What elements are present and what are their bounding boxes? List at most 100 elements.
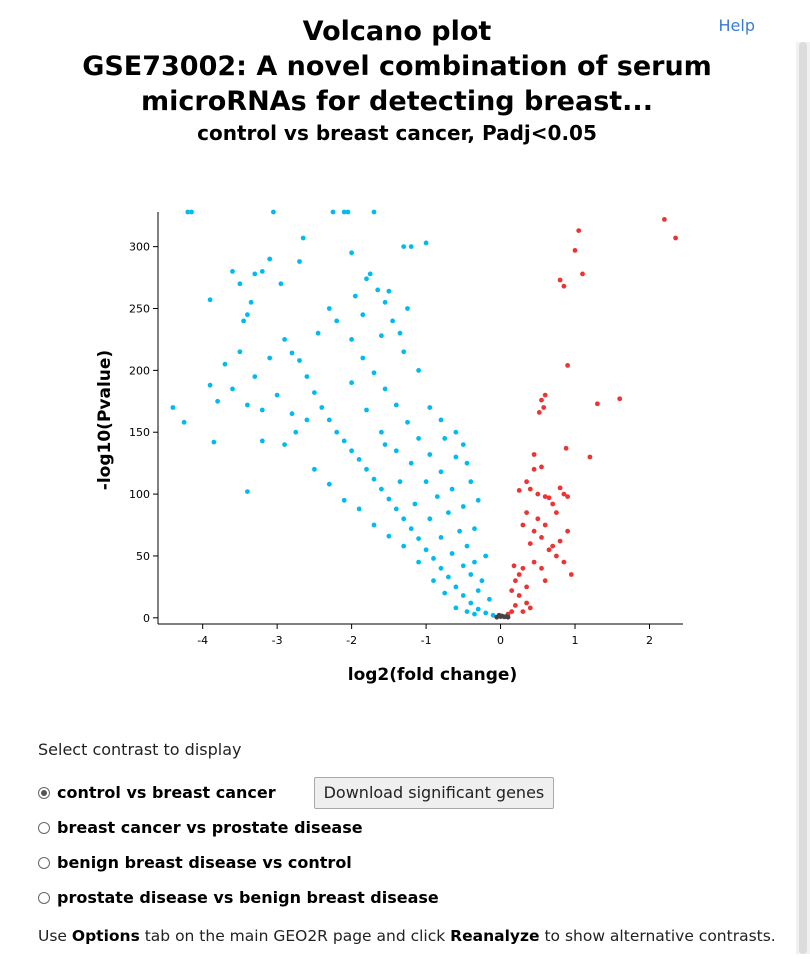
point-down <box>405 306 410 311</box>
point-down <box>416 536 421 541</box>
point-down <box>207 382 213 388</box>
note-options: Options <box>71 927 140 945</box>
point-up <box>524 600 529 606</box>
contrast-radio[interactable] <box>38 786 50 799</box>
point-up <box>511 563 517 569</box>
point-up <box>542 494 548 499</box>
point-up <box>516 488 522 493</box>
point-down <box>393 448 399 454</box>
point-down <box>304 374 310 379</box>
y-tick-label: 200 <box>129 364 150 377</box>
point-down <box>416 368 421 373</box>
point-up <box>563 445 569 451</box>
point-up <box>565 363 570 368</box>
vertical-scrollbar[interactable] <box>796 42 810 954</box>
point-down <box>438 565 444 571</box>
select-contrast-label: Select contrast to display <box>38 740 242 759</box>
point-down <box>472 559 477 565</box>
point-up <box>531 466 537 472</box>
contrast-option-label: prostate disease vs benign breast diseas… <box>57 888 439 907</box>
point-down <box>352 293 358 299</box>
contrast-radio[interactable] <box>38 891 50 904</box>
point-down <box>427 516 433 522</box>
contrast-option-0[interactable]: control vs breast cancer Download signifi… <box>38 775 778 810</box>
contrast-radio-list: control vs breast cancer Download signifi… <box>38 775 778 915</box>
x-tick-label: -4 <box>197 634 208 647</box>
point-down <box>334 429 340 435</box>
point-down <box>330 209 336 215</box>
point-down <box>245 402 250 408</box>
point-down <box>345 209 351 215</box>
point-down <box>181 419 187 425</box>
point-up <box>542 522 548 528</box>
point-down <box>367 271 373 277</box>
y-tick-label: 100 <box>129 488 150 501</box>
point-down <box>312 390 317 395</box>
point-down <box>487 596 492 602</box>
point-down <box>282 337 287 342</box>
point-down <box>230 386 235 392</box>
point-up <box>561 283 567 289</box>
point-down <box>252 271 258 277</box>
point-down <box>319 405 325 410</box>
point-up <box>535 516 541 522</box>
download-significant-genes-button[interactable]: Download significant genes <box>313 776 555 809</box>
point-down <box>349 250 354 256</box>
point-up <box>561 491 567 497</box>
point-up <box>541 405 547 410</box>
x-tick-label: -2 <box>346 634 357 647</box>
point-up <box>520 565 526 571</box>
point-up <box>568 572 574 577</box>
dataset-title-line-1: GSE73002: A novel combination of serum <box>82 51 712 82</box>
point-up <box>536 410 542 415</box>
chart-title-block: Volcano plot GSE73002: A novel combinati… <box>0 14 794 147</box>
point-down <box>379 486 384 492</box>
point-up <box>662 217 667 222</box>
point-up <box>513 603 518 608</box>
point-up <box>527 486 533 492</box>
point-down <box>371 370 377 376</box>
point-down <box>237 349 243 355</box>
point-down <box>360 312 366 318</box>
y-tick-label: 50 <box>136 550 150 563</box>
point-up <box>509 588 515 593</box>
point-down <box>379 429 384 435</box>
contrast-option-3[interactable]: prostate disease vs benign breast diseas… <box>38 880 778 915</box>
point-down <box>207 297 213 303</box>
point-down <box>356 506 362 512</box>
point-down <box>293 429 299 435</box>
y-tick-label: 300 <box>129 241 150 254</box>
scrollbar-thumb[interactable] <box>799 42 807 954</box>
point-up <box>542 392 548 398</box>
point-down <box>401 349 407 355</box>
reanalyze-note: Use Options tab on the main GEO2R page a… <box>38 927 778 945</box>
point-down <box>446 510 451 515</box>
x-tick-label: 2 <box>646 634 653 647</box>
point-down <box>423 547 429 553</box>
point-up <box>524 584 529 590</box>
point-down <box>371 522 377 528</box>
point-down <box>282 442 287 447</box>
point-down <box>379 333 384 339</box>
point-down <box>259 269 265 274</box>
contrast-option-label: breast cancer vs prostate disease <box>57 818 363 837</box>
point-down <box>431 578 436 584</box>
point-down <box>356 457 362 462</box>
y-tick-label: 150 <box>129 426 150 439</box>
note-middle: tab on the main GEO2R page and click <box>139 927 451 945</box>
contrast-radio[interactable] <box>38 821 50 834</box>
point-down <box>237 281 243 287</box>
contrast-radio[interactable] <box>38 856 50 869</box>
point-down <box>460 504 466 509</box>
contrast-option-2[interactable]: benign breast disease vs control <box>38 845 778 880</box>
point-down <box>241 318 247 324</box>
contrast-option-1[interactable]: breast cancer vs prostate disease <box>38 810 778 845</box>
point-down <box>472 611 477 617</box>
point-down <box>483 553 489 559</box>
point-down <box>475 606 481 612</box>
point-down <box>315 330 321 336</box>
point-down <box>326 481 332 487</box>
point-down <box>464 609 470 614</box>
point-down <box>259 407 265 413</box>
help-link[interactable]: Help <box>718 16 755 35</box>
